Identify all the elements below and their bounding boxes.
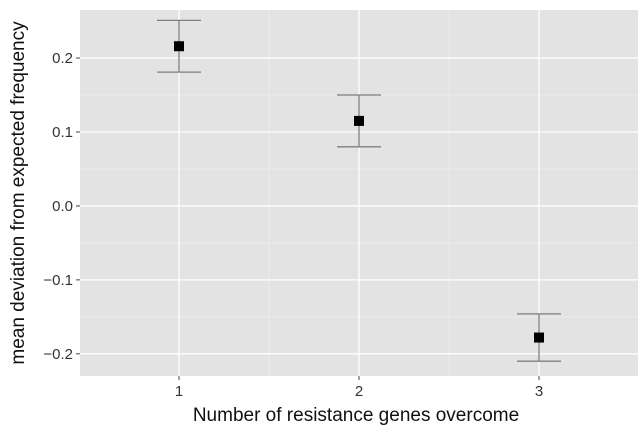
y-tick-label: −0.2 [43,346,73,363]
data-points [174,41,544,343]
data-point [534,332,544,343]
y-tick-label: −0.1 [43,272,73,289]
y-tick-label: 0.0 [52,198,73,215]
data-point [174,41,184,52]
y-tick-label: 0.1 [52,124,73,141]
x-tick-label: 3 [535,383,543,400]
x-axis-title: Number of resistance genes overcome [193,405,519,426]
data-point [354,115,364,126]
axis-ticks: −0.2 −0.1 0.0 0.1 0.2 1 2 3 [43,50,543,400]
y-tick-label: 0.2 [52,50,73,67]
x-tick-label: 2 [355,383,363,400]
y-axis-title: mean deviation from expected frequency [8,21,29,365]
x-tick-label: 1 [175,383,183,400]
